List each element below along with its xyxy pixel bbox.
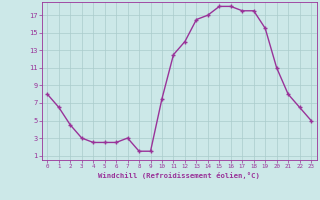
X-axis label: Windchill (Refroidissement éolien,°C): Windchill (Refroidissement éolien,°C) <box>98 172 260 179</box>
